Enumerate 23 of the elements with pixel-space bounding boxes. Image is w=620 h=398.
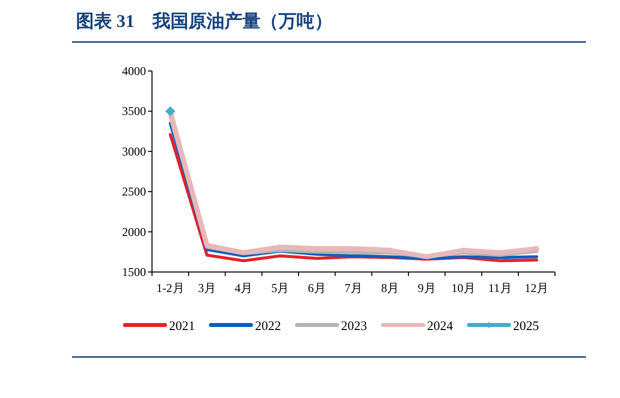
x-tick-label: 3月 — [198, 281, 216, 295]
y-tick-label: 3000 — [122, 144, 146, 158]
x-tick-label: 6月 — [308, 281, 326, 295]
x-tick-label: 4月 — [234, 281, 253, 295]
x-tick-label: 9月 — [418, 281, 436, 295]
legend-label: 2022 — [255, 318, 281, 333]
x-tick-label: 5月 — [271, 281, 290, 295]
legend-label: 2023 — [341, 318, 367, 333]
x-tick-label: 10月 — [451, 281, 476, 295]
legend-label: 2024 — [427, 318, 454, 333]
chart-title: 图表 31 我国原油产量（万吨） — [76, 11, 332, 31]
y-tick-label: 4000 — [122, 64, 146, 78]
legend-label: 2025 — [513, 318, 539, 333]
y-tick-label: 2500 — [122, 184, 146, 199]
x-tick-label: 12月 — [524, 281, 549, 295]
x-tick-label: 8月 — [381, 281, 400, 295]
y-tick-label: 2000 — [122, 224, 146, 239]
x-tick-label: 11月 — [488, 281, 512, 295]
legend-label: 2021 — [169, 318, 195, 333]
y-tick-label: 3500 — [122, 104, 146, 118]
x-tick-label: 1-2月 — [156, 281, 184, 295]
y-tick-label: 1500 — [122, 265, 146, 279]
x-tick-label: 7月 — [344, 281, 362, 295]
